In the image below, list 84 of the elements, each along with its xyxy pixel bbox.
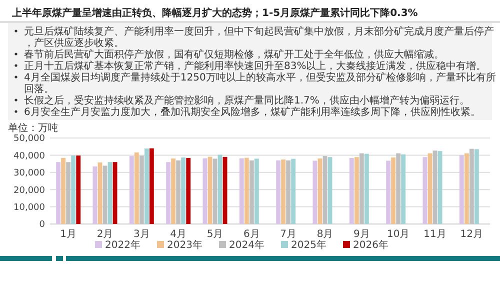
bar	[438, 151, 442, 224]
bar	[396, 153, 401, 224]
x-tick-label: 10月	[386, 229, 410, 240]
text: 长假之后，受安监持续收紧及产能管控影响，原煤产量同比降1.7%，供应由小幅增产转为偏弱运行。	[24, 94, 470, 106]
bar	[386, 160, 391, 224]
text: 春节前后民营矿大面积停产放假，国有矿仅短期检修，煤矿开工处于全年低位，供应大幅缩减。	[24, 48, 444, 60]
bar	[432, 150, 438, 224]
bar	[354, 157, 359, 224]
bar	[401, 154, 406, 224]
bar	[244, 158, 249, 224]
bar	[134, 152, 139, 224]
bar	[176, 160, 181, 224]
y-axis-title: 单位：万吨	[8, 122, 58, 134]
x-tick-label: 7月	[280, 229, 297, 240]
bar	[312, 160, 318, 224]
x-tick-label: 2月	[96, 229, 114, 240]
y-tick-label: 0	[39, 220, 46, 230]
bar	[464, 153, 469, 224]
text: 4月全国煤炭日均调度产量持续处于1250万吨以上的较高水平，但受安监及部分矿检修影响，产量环比有所回落。	[24, 72, 496, 95]
bar	[249, 160, 254, 224]
x-tick-label: 3月	[133, 229, 150, 240]
legend-label: 2023年	[167, 239, 202, 251]
legend-label: 2026年	[353, 239, 388, 251]
bar	[108, 162, 112, 224]
bar	[254, 158, 259, 224]
y-tick-label: 10,000	[14, 202, 46, 213]
x-tick-label: 12月	[460, 229, 484, 240]
bar	[349, 158, 354, 224]
x-tick-label: 6月	[243, 229, 260, 240]
bar	[359, 153, 364, 224]
bar	[322, 156, 328, 224]
bar	[391, 157, 396, 224]
bar	[71, 156, 76, 224]
bar	[92, 166, 98, 224]
bar	[422, 157, 428, 224]
bar	[212, 158, 218, 224]
bar	[222, 156, 228, 224]
bar	[129, 156, 134, 224]
x-tick-label: 8月	[316, 229, 334, 240]
bar	[364, 154, 369, 224]
x-tick-label: 9月	[353, 229, 370, 240]
bar	[276, 160, 281, 224]
bar	[66, 162, 71, 224]
chart-title: 上半年原煤产量呈增速由正转负、降幅逐月扩大的态势；1-5月原煤产量累计同比下降0.3%	[11, 7, 418, 19]
legend-label: 2024年	[229, 239, 264, 251]
x-tick-label: 11月	[424, 229, 446, 240]
bar	[291, 158, 296, 224]
legend-label: 2025年	[291, 239, 326, 251]
bar	[286, 160, 291, 224]
bar	[171, 158, 176, 224]
bar	[239, 158, 244, 224]
bar	[139, 156, 144, 224]
bar	[144, 148, 149, 224]
x-tick-label: 4月	[170, 229, 187, 240]
y-tick-label: 50,000	[14, 134, 46, 144]
legend-label: 2022年	[105, 239, 140, 251]
x-tick-label: 5月	[206, 229, 224, 240]
bar	[102, 166, 108, 224]
bar	[474, 149, 479, 224]
text: 正月十五后煤矿基本恢复正常产销，产能利用率快速回升至83%以上，大秦线接近满发，供应稳中有增。	[24, 60, 486, 72]
bar	[202, 158, 208, 224]
bar	[112, 162, 118, 224]
y-tick-label: 30,000	[14, 168, 46, 179]
text: 元旦后煤矿陆续复产、产能利用率一度回升，但中下旬起民营矿集中放假，月末部分矿完成月度产量后停产，产区供应逐步收紧。	[24, 26, 494, 49]
bar	[469, 148, 474, 224]
bar	[149, 148, 154, 224]
y-tick-label: 40,000	[14, 151, 46, 162]
bar	[428, 153, 432, 224]
bar	[208, 156, 212, 224]
bar	[61, 158, 66, 224]
text: 6月安全生产月安监力度加大，叠加汛期安全风险增多，煤矿产能利用率连续多周下降，供应刚性收紧。	[24, 106, 480, 118]
bar	[318, 158, 322, 224]
y-tick-label: 20,000	[14, 186, 46, 196]
bar	[98, 162, 102, 224]
bar	[186, 158, 191, 224]
bar	[56, 162, 61, 224]
bar	[76, 156, 81, 224]
bar	[281, 160, 286, 224]
bar	[166, 162, 171, 224]
bar	[459, 155, 464, 224]
x-tick-label: 1月	[60, 229, 77, 240]
bar	[328, 157, 332, 224]
bar	[218, 154, 222, 224]
bar	[181, 157, 186, 224]
